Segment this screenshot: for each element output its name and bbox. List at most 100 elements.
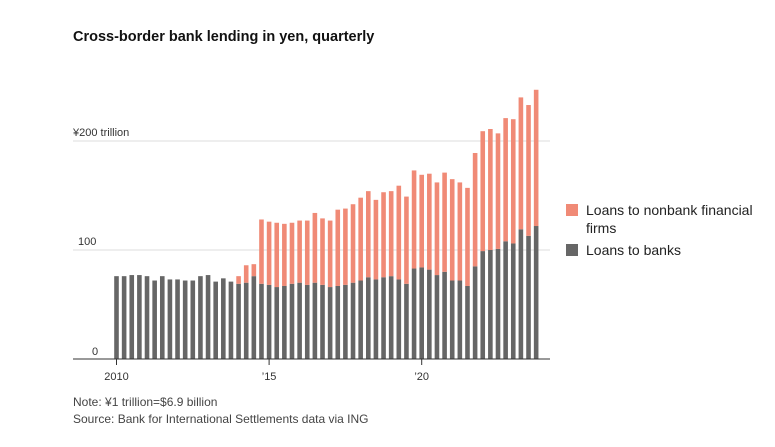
bar-banks — [259, 283, 264, 359]
bar-banks — [236, 283, 241, 359]
bar-nonbank — [259, 219, 264, 284]
bar-nonbank — [526, 105, 531, 236]
bar-nonbank — [388, 191, 394, 277]
bar-nonbank — [495, 133, 501, 249]
bar-banks — [510, 243, 516, 359]
bar-banks — [365, 277, 371, 359]
bar-banks — [419, 267, 424, 359]
bar-nonbank — [404, 196, 409, 284]
bar-nonbank — [472, 152, 478, 267]
bar-nonbank — [350, 204, 356, 283]
bar-banks — [152, 280, 157, 359]
bar-banks — [289, 283, 295, 359]
bar-banks — [480, 251, 486, 359]
bar-nonbank — [365, 191, 371, 278]
bar-banks — [198, 276, 203, 359]
bar-nonbank — [251, 264, 257, 277]
legend-item-nonbank: Loans to nonbank financial firms — [566, 201, 766, 237]
bar-nonbank — [533, 89, 539, 227]
bar-banks — [327, 287, 333, 359]
bar-nonbank — [434, 182, 440, 276]
bar-nonbank — [488, 129, 493, 250]
bar-nonbank — [449, 179, 455, 281]
y-tick-label: 100 — [78, 236, 96, 248]
bar-banks — [457, 280, 463, 359]
bar-banks — [358, 280, 363, 359]
bar-banks — [335, 285, 341, 359]
bar-banks — [243, 282, 249, 359]
bar-banks — [114, 276, 119, 359]
bar-banks — [175, 279, 180, 359]
x-tick-label: ’20 — [414, 371, 429, 383]
bar-nonbank — [518, 97, 524, 230]
bar-banks — [251, 276, 257, 359]
bar-nonbank — [419, 174, 424, 268]
legend-label-banks: Loans to banks — [586, 242, 681, 258]
bar-banks — [373, 279, 379, 359]
bar-banks — [144, 276, 150, 359]
bar-nonbank — [411, 170, 417, 269]
chart-title: Cross-border bank lending in yen, quarte… — [73, 29, 375, 45]
bar-nonbank — [327, 220, 333, 288]
bar-banks — [159, 276, 165, 359]
bar-nonbank — [320, 218, 325, 285]
note-text: Note: ¥1 trillion=$6.9 billion — [73, 395, 218, 409]
bar-banks — [320, 284, 325, 359]
bar-banks — [472, 266, 478, 359]
bar-banks — [442, 271, 447, 359]
bar-banks — [343, 284, 348, 359]
bar-banks — [121, 276, 127, 359]
bar-banks — [434, 275, 440, 359]
bar-banks — [449, 280, 455, 359]
bar-nonbank — [335, 209, 341, 286]
bar-nonbank — [457, 182, 463, 281]
bar-nonbank — [274, 222, 280, 288]
x-tick-label: 2010 — [104, 371, 128, 383]
bar-banks — [213, 281, 218, 359]
bar-nonbank — [358, 197, 363, 281]
legend: Loans to nonbank financial firms Loans t… — [566, 201, 766, 263]
legend-item-banks: Loans to banks — [566, 241, 766, 259]
bar-nonbank — [312, 212, 318, 283]
bar-banks — [266, 284, 272, 359]
bar-nonbank — [480, 131, 486, 252]
bar-banks — [488, 250, 493, 359]
bar-nonbank — [427, 173, 432, 270]
y-tick-label: 0 — [92, 346, 98, 358]
bar-banks — [274, 287, 280, 359]
bar-banks — [503, 241, 508, 359]
bar-banks — [304, 284, 310, 359]
bar-nonbank — [343, 208, 348, 285]
bar-banks — [129, 275, 135, 359]
legend-swatch-nonbank — [566, 204, 578, 216]
axes: 0 100 ¥200 trillion 2010 ’15 ’20 — [72, 127, 550, 383]
bar-banks — [411, 268, 417, 359]
bar-nonbank — [289, 222, 295, 284]
bar-nonbank — [297, 220, 302, 283]
bar-banks — [381, 277, 386, 359]
bar-banks — [526, 235, 531, 359]
bar-banks — [350, 282, 356, 359]
bar-banks — [167, 279, 173, 359]
bar-nonbank — [465, 187, 470, 286]
bar-banks — [518, 229, 524, 359]
bar-banks — [205, 275, 211, 359]
bar-banks — [182, 280, 188, 359]
legend-swatch-banks — [566, 244, 578, 256]
footnotes: Note: ¥1 trillion=$6.9 billion Source: B… — [73, 394, 369, 428]
bar-nonbank — [510, 119, 516, 244]
bar-nonbank — [442, 172, 447, 272]
legend-label-nonbank: Loans to nonbank financial firms — [586, 202, 753, 236]
bar-banks — [312, 282, 318, 359]
bar-banks — [465, 285, 470, 359]
y-tick-label: ¥200 trillion — [72, 127, 129, 139]
bar-banks — [297, 282, 302, 359]
bar-banks — [221, 278, 226, 359]
bar-banks — [427, 269, 432, 359]
bar-banks — [228, 281, 234, 359]
bar-banks — [404, 283, 409, 359]
chart-area: 0 100 ¥200 trillion 2010 ’15 ’20 — [72, 89, 550, 383]
bar-banks — [533, 226, 539, 359]
bar-banks — [137, 275, 142, 359]
bar-nonbank — [243, 265, 249, 283]
